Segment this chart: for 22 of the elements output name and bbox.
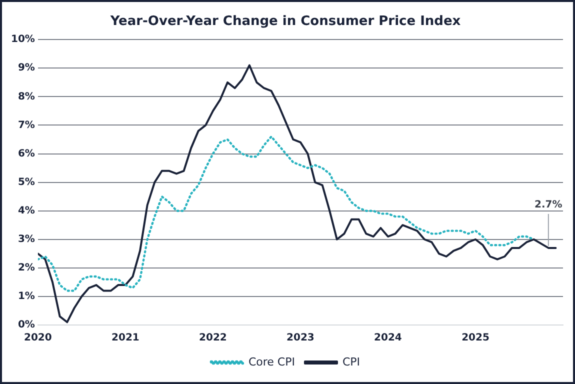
y-tick-label: 6% xyxy=(18,148,35,160)
x-tick-label: 2022 xyxy=(199,332,227,344)
x-tick-label: 2021 xyxy=(112,332,140,344)
y-tick-label: 7% xyxy=(18,120,35,131)
line-series xyxy=(38,136,535,292)
y-tick-label: 0% xyxy=(18,320,35,331)
annotation: 2.7% xyxy=(534,200,562,211)
legend-label: CPI xyxy=(342,355,360,368)
y-tick-label: 10% xyxy=(11,34,35,46)
y-tick-label: 1% xyxy=(18,291,35,302)
chart-title: Year-Over-Year Change in Consumer Price Index xyxy=(109,14,462,30)
y-tick-label: 2% xyxy=(18,262,35,274)
y-tick-label: 5% xyxy=(18,176,35,188)
x-tick-label: 2025 xyxy=(462,332,490,344)
x-tick-label: 2024 xyxy=(374,332,402,344)
x-tick-label: 2020 xyxy=(24,332,52,344)
y-tick-label: 9% xyxy=(18,62,35,74)
legend-label: Core CPI xyxy=(248,355,295,368)
x-tick-label: 2023 xyxy=(286,332,314,344)
y-tick-label: 8% xyxy=(18,91,35,102)
y-tick-label: 3% xyxy=(18,234,35,245)
y-tick-label: 4% xyxy=(18,205,35,216)
